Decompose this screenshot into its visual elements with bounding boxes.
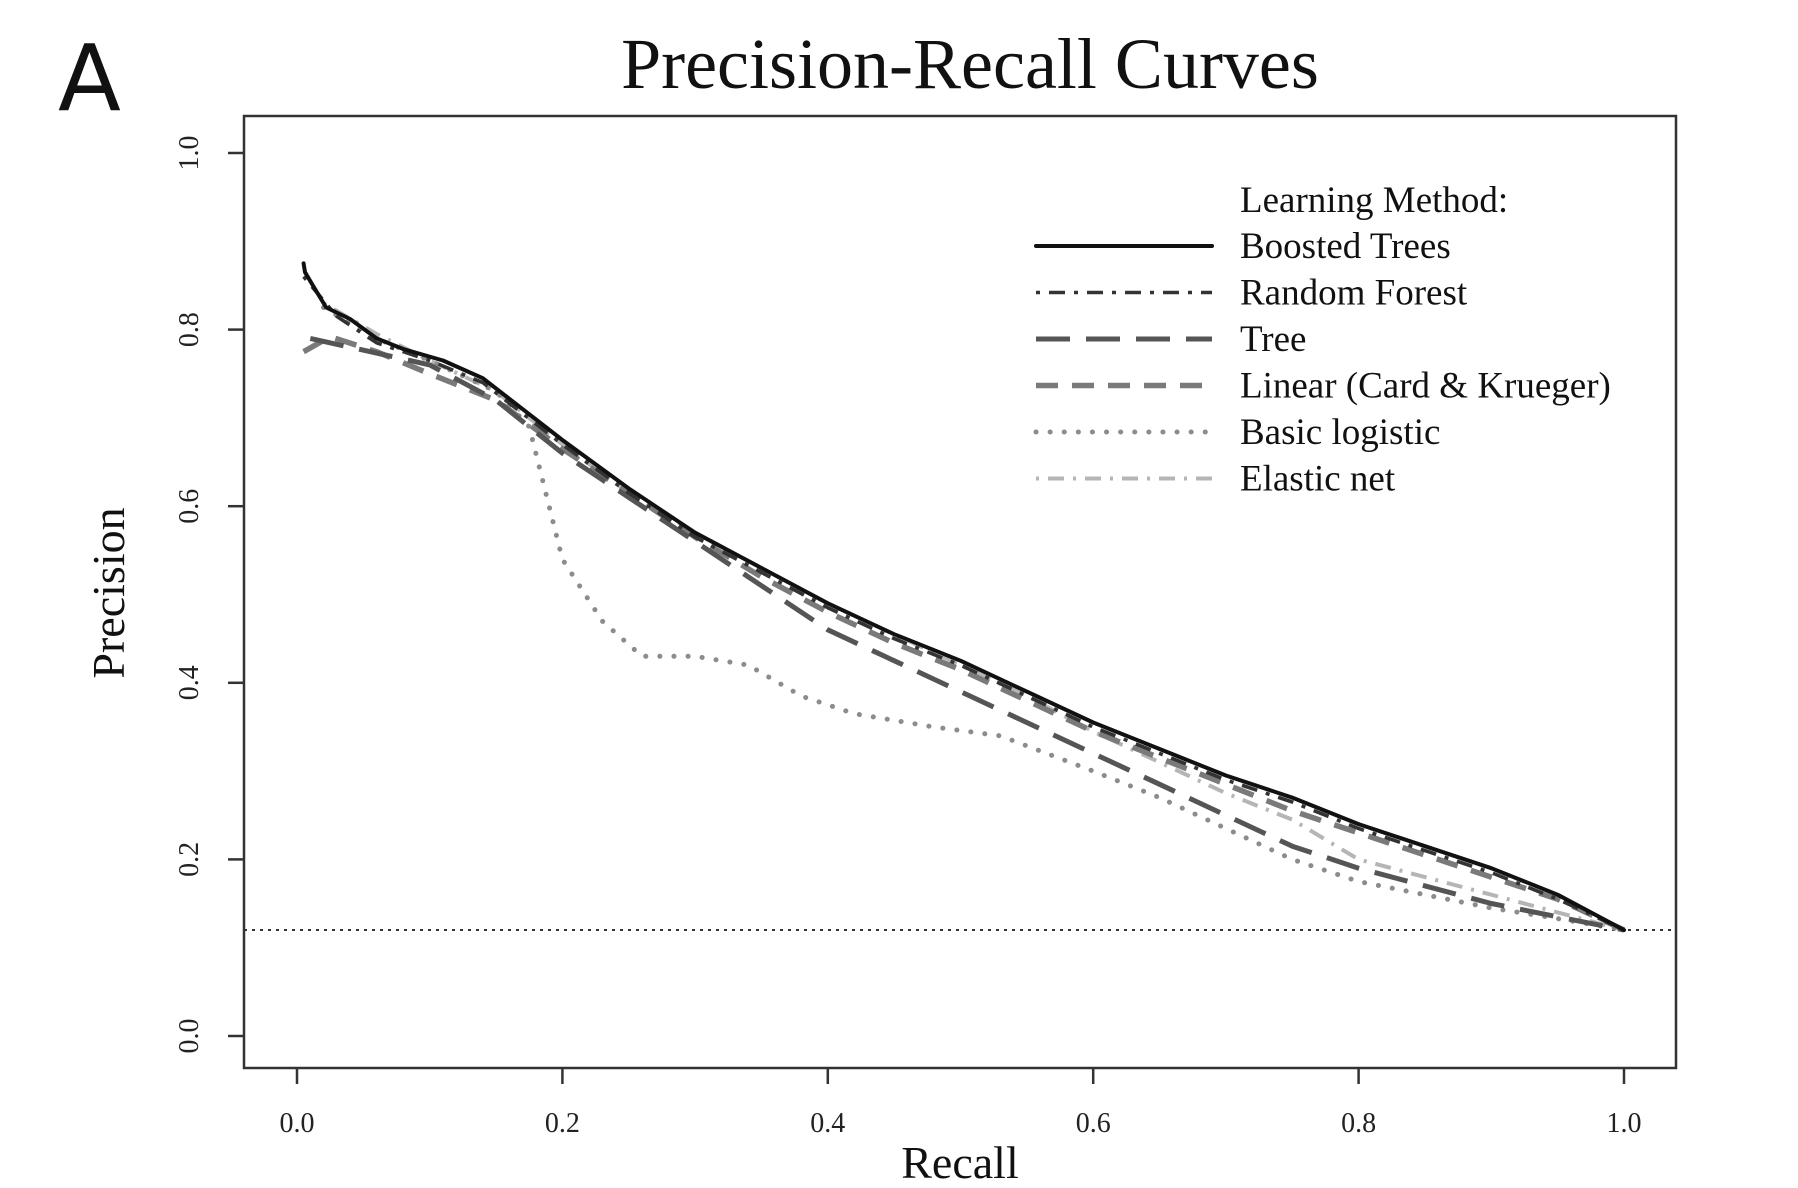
x-tick-label: 0.6: [1076, 1108, 1111, 1139]
x-axis-title: Recall: [901, 1137, 1019, 1188]
x-tick-label: 0.2: [545, 1108, 580, 1139]
y-axis: 0.0 0.2 0.4 0.6 0.8 1.0: [174, 136, 244, 1054]
y-tick-label: 0.4: [174, 665, 205, 700]
y-axis-title: Precision: [83, 507, 134, 678]
x-tick-label: 0.8: [1341, 1108, 1376, 1139]
legend-label-boosted-trees: Boosted Trees: [1240, 226, 1451, 267]
y-tick-label: 0.8: [174, 312, 205, 347]
y-tick-label: 0.0: [174, 1019, 205, 1054]
legend: Learning Method: Boosted Trees Random For…: [1033, 180, 1611, 500]
x-axis: 0.0 0.2 0.4 0.6 0.8 1.0: [280, 1068, 1642, 1139]
series-layer: [301, 261, 1627, 933]
legend-label-random-forest: Random Forest: [1240, 273, 1468, 314]
chart-title: Precision-Recall Curves: [621, 24, 1319, 104]
x-tick-label: 0.4: [810, 1108, 845, 1139]
y-tick-label: 0.2: [174, 842, 205, 877]
series-line-elastic-net: [322, 301, 1625, 932]
series-line-random-forest: [302, 275, 1625, 932]
legend-label-linear-card-krueger: Linear (Card & Krueger): [1240, 366, 1611, 407]
legend-label-tree: Tree: [1240, 319, 1306, 360]
x-tick-label: 0.0: [280, 1108, 315, 1139]
legend-label-basic-logistic: Basic logistic: [1240, 412, 1440, 453]
series-line-boosted-trees: [301, 261, 1626, 932]
x-tick-label: 1.0: [1607, 1108, 1642, 1139]
panel-label: A: [58, 25, 121, 132]
legend-title: Learning Method:: [1240, 180, 1508, 221]
plot-frame: [242, 114, 1678, 1070]
y-tick-label: 1.0: [174, 136, 205, 171]
y-tick-label: 0.6: [174, 489, 205, 524]
legend-label-elastic-net: Elastic net: [1240, 459, 1396, 500]
